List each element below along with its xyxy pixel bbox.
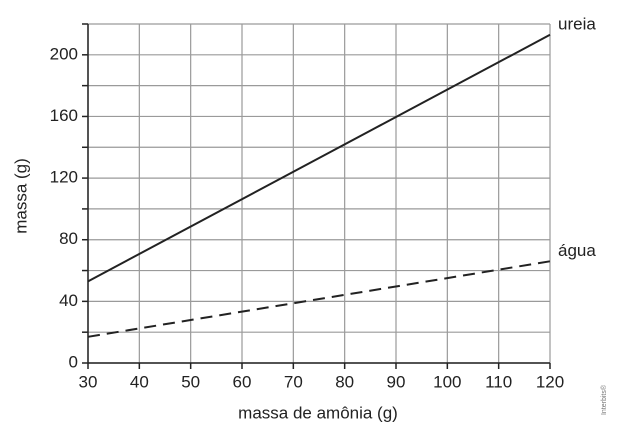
series-line [87,260,551,338]
series-label: ureia [558,14,596,33]
x-tick-label: 120 [536,372,564,391]
x-tick-label: 100 [433,372,461,391]
y-tick-label: 80 [59,229,78,248]
x-tick-label: 110 [485,372,512,391]
x-axis-title: massa de amônia (g) [238,403,398,422]
x-tick-label: 60 [233,372,252,391]
y-tick-label: 200 [50,44,78,63]
y-tick-label: 160 [50,106,78,125]
x-tick-label: 40 [130,372,149,391]
x-tick-label: 50 [181,372,200,391]
series-line [87,33,551,283]
x-tick-label: 30 [79,372,98,391]
y-tick-label: 120 [50,168,78,187]
x-tick-label: 70 [284,372,303,391]
y-axis-title: massa (g) [11,158,30,234]
x-tick-label: 80 [335,372,354,391]
series-label: água [558,241,596,260]
x-tick-label: 90 [387,372,406,391]
credit: Interbits® [600,384,608,415]
y-tick-label: 0 [69,352,78,371]
y-tick-label: 40 [59,291,78,310]
